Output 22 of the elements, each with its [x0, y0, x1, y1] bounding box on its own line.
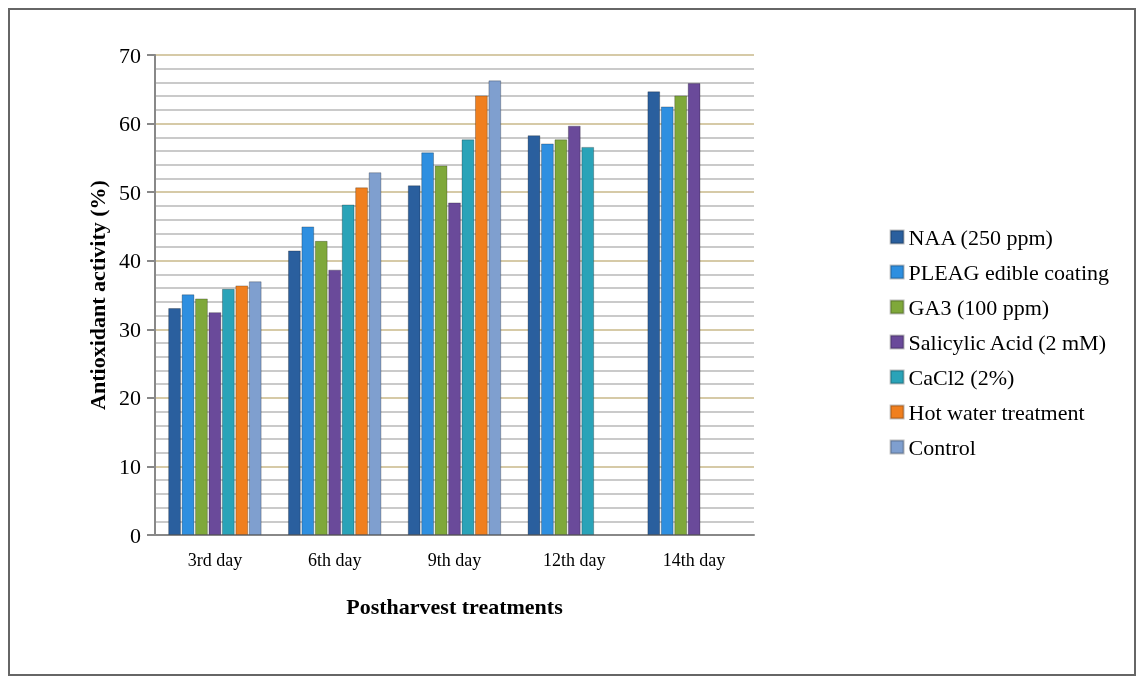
legend-label: Control — [908, 434, 976, 460]
y-tick-label: 20 — [119, 385, 141, 411]
legend-label: GA3 (100 ppm) — [908, 294, 1050, 320]
y-tick-label: 10 — [119, 453, 141, 479]
legend-label: CaCl2 (2%) — [908, 364, 1015, 390]
x-tick-label: 6th day — [307, 550, 362, 570]
legend-label: Hot water treatment — [908, 399, 1085, 425]
y-tick-label: 50 — [119, 179, 141, 205]
y-tick-label: 30 — [119, 316, 141, 342]
y-tick-label: 60 — [119, 111, 141, 137]
x-tick-label: 3rd day — [187, 550, 243, 570]
legend-label: PLEAG edible coating — [908, 259, 1110, 285]
x-tick-label: 9th day — [427, 550, 482, 570]
x-tick-label: 14th day — [662, 550, 726, 570]
y-axis-title: Antioxidant activity (%) — [84, 180, 110, 410]
x-tick-label: 12th day — [543, 550, 606, 570]
legend-label: NAA (250 ppm) — [908, 224, 1053, 250]
y-tick-label: 0 — [130, 522, 141, 548]
y-tick-label: 40 — [119, 248, 141, 274]
y-tick-label: 70 — [119, 42, 141, 68]
x-axis-title: Postharvest treatments — [346, 593, 564, 619]
legend-label: Salicylic Acid (2 mM) — [908, 329, 1106, 355]
